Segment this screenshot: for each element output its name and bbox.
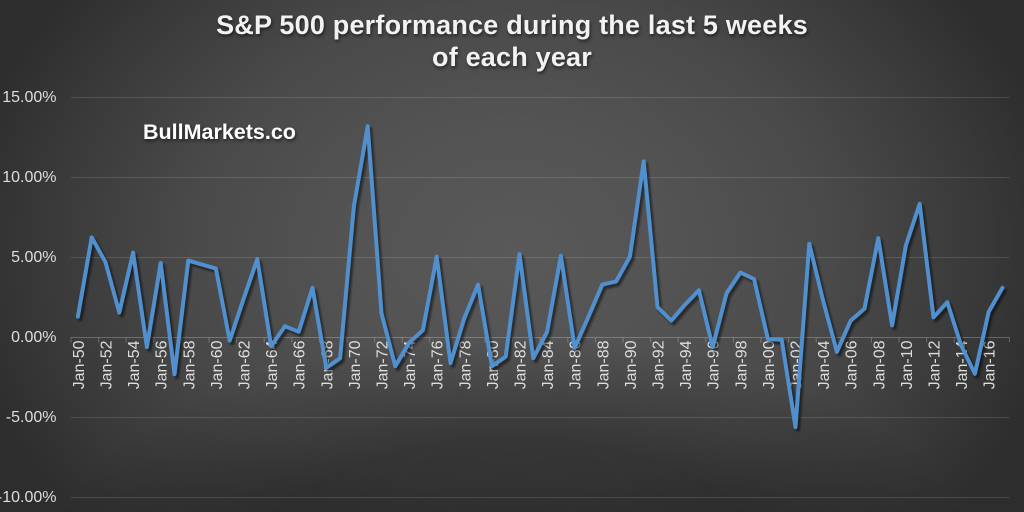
svg-text:Jan-96: Jan-96 xyxy=(706,340,723,389)
svg-text:Jan-56: Jan-56 xyxy=(154,340,171,389)
svg-text:-5.00%: -5.00% xyxy=(6,409,57,426)
svg-text:Jan-12: Jan-12 xyxy=(927,340,944,389)
svg-text:Jan-50: Jan-50 xyxy=(71,340,88,389)
svg-text:10.00%: 10.00% xyxy=(2,169,56,186)
svg-text:15.00%: 15.00% xyxy=(2,89,56,106)
svg-text:Jan-94: Jan-94 xyxy=(678,340,695,389)
svg-text:Jan-04: Jan-04 xyxy=(816,340,833,389)
svg-text:Jan-62: Jan-62 xyxy=(237,340,254,389)
svg-text:Jan-76: Jan-76 xyxy=(430,340,447,389)
svg-text:5.00%: 5.00% xyxy=(11,249,56,266)
svg-text:Jan-06: Jan-06 xyxy=(844,340,861,389)
svg-text:Jan-92: Jan-92 xyxy=(651,340,668,389)
svg-text:Jan-08: Jan-08 xyxy=(871,340,888,389)
svg-text:Jan-10: Jan-10 xyxy=(899,340,916,389)
svg-text:0.00%: 0.00% xyxy=(11,329,56,346)
svg-text:Jan-86: Jan-86 xyxy=(568,340,585,389)
svg-text:Jan-58: Jan-58 xyxy=(181,340,198,389)
svg-text:Jan-88: Jan-88 xyxy=(595,340,612,389)
svg-text:-10.00%: -10.00% xyxy=(0,489,57,506)
svg-text:Jan-78: Jan-78 xyxy=(457,340,474,389)
svg-text:Jan-84: Jan-84 xyxy=(540,340,557,389)
svg-text:Jan-00: Jan-00 xyxy=(761,340,778,389)
svg-text:Jan-64: Jan-64 xyxy=(264,340,281,389)
svg-text:Jan-52: Jan-52 xyxy=(99,340,116,389)
svg-text:Jan-70: Jan-70 xyxy=(347,340,364,389)
svg-text:Jan-82: Jan-82 xyxy=(513,340,530,389)
svg-text:Jan-54: Jan-54 xyxy=(126,340,143,389)
svg-text:Jan-90: Jan-90 xyxy=(623,340,640,389)
svg-text:Jan-60: Jan-60 xyxy=(209,340,226,389)
svg-text:Jan-98: Jan-98 xyxy=(733,340,750,389)
svg-text:Jan-66: Jan-66 xyxy=(292,340,309,389)
svg-text:Jan-72: Jan-72 xyxy=(375,340,392,389)
svg-text:Jan-16: Jan-16 xyxy=(982,340,999,389)
